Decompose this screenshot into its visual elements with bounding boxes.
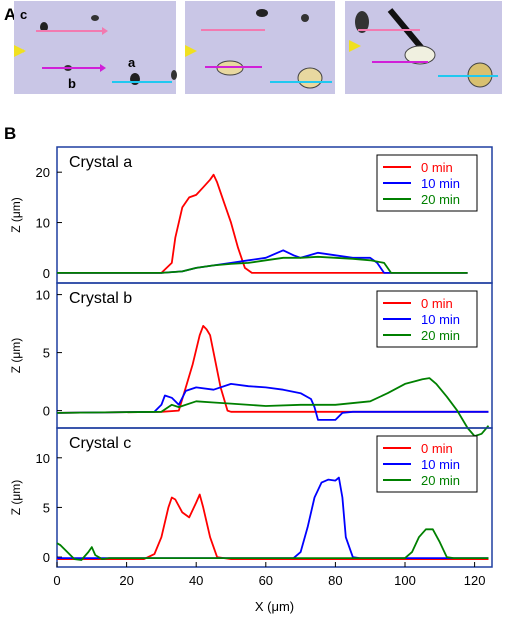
legend-entry: 20 min [421, 473, 460, 488]
series-line-3 [57, 255, 468, 274]
y-axis-label: Z (μm) [9, 197, 23, 233]
x-tick-label: 120 [464, 573, 486, 588]
plot-frame [56, 427, 493, 568]
panel-label-b: B [4, 124, 16, 143]
panel-title: Crystal b [69, 290, 132, 307]
micrograph-1: c b a [14, 1, 177, 94]
panel-title: Crystal c [69, 435, 131, 452]
legend-entry: 0 min [421, 160, 453, 175]
x-axis-label: X (μm) [255, 599, 294, 614]
x-tick-label: 0 [53, 573, 60, 588]
legend-entry: 20 min [421, 192, 460, 207]
crystal-label-c: c [20, 7, 27, 22]
panel-title: Crystal a [69, 154, 132, 171]
y-axis-label: Z (μm) [9, 338, 23, 374]
legend-entry: 0 min [421, 441, 453, 456]
x-tick-label: 40 [189, 573, 203, 588]
y-tick-label: 0 [43, 266, 50, 281]
series-line-1 [57, 493, 489, 560]
x-tick-label: 60 [259, 573, 273, 588]
y-tick-label: 5 [43, 500, 50, 515]
series-line-2 [56, 382, 489, 421]
x-tick-label: 80 [328, 573, 342, 588]
y-axis-label: Z (μm) [9, 480, 23, 516]
x-tick-label: 20 [119, 573, 133, 588]
y-tick-label: 5 [43, 346, 50, 361]
y-tick-label: 10 [36, 451, 50, 466]
micrograph-3 [345, 1, 502, 94]
legend-entry: 10 min [421, 312, 460, 327]
y-tick-label: 10 [36, 288, 50, 303]
panel-label-a: A [4, 5, 16, 24]
x-tick-label: 100 [394, 573, 416, 588]
y-tick-label: 0 [43, 404, 50, 419]
series-line-3 [56, 377, 490, 438]
y-tick-label: 10 [36, 216, 50, 231]
legend-entry: 10 min [421, 457, 460, 472]
legend-entry: 10 min [421, 176, 460, 191]
legend-entry: 0 min [421, 296, 453, 311]
y-tick-label: 20 [36, 165, 50, 180]
series-line-3 [56, 528, 489, 561]
chart-panel-3: 0 5 10 Z (μm) Crystal c 0 20 40 60 80 100 120 X (μm)… [9, 427, 493, 614]
legend-entry: 20 min [421, 328, 460, 343]
series-line-1 [57, 173, 468, 274]
crystal-label-b: b [68, 76, 76, 91]
y-tick-label: 0 [43, 550, 50, 565]
micrograph-2 [185, 1, 335, 94]
crystal-label-a: a [128, 55, 136, 70]
